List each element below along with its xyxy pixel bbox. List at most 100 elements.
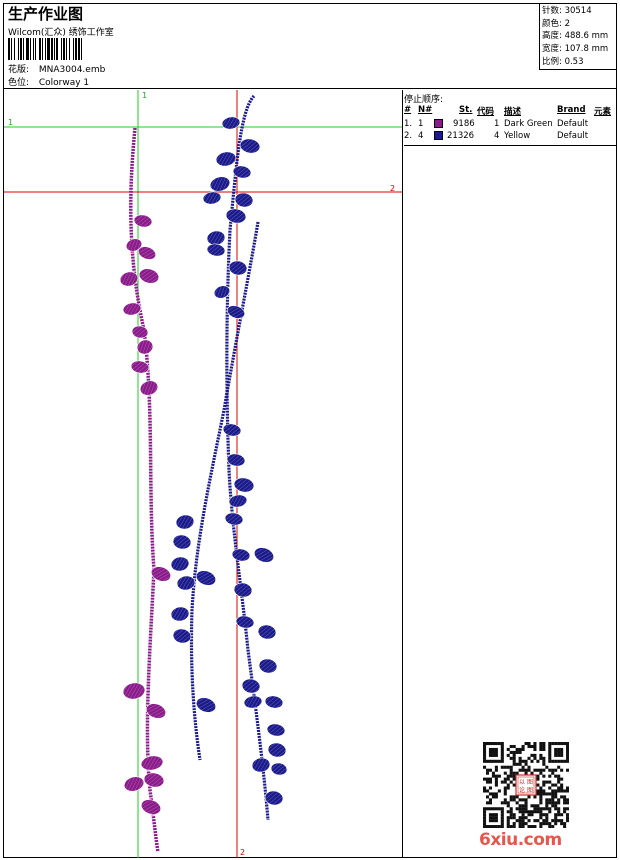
row-needle: 1 [418, 119, 424, 129]
embroidery-leaf [206, 243, 226, 257]
row-stitches: 9186 [453, 119, 475, 129]
colorway-row: 色位: Colorway 1 [8, 75, 89, 88]
embroidery-leaf [125, 238, 143, 252]
stitch-count: 针数: 30514 [542, 6, 592, 16]
svg-text:论: 论 [519, 786, 525, 794]
embroidery-leaf [226, 453, 246, 467]
sheet-header: 生产作业图 Wilcom(汇众) 绣饰工作室 花版: MNA3004.emb 色… [4, 4, 616, 89]
row-code: 1 [494, 119, 500, 129]
row-order: 2. [404, 131, 413, 141]
row-description: Yellow [504, 131, 531, 141]
embroidery-leaf [226, 305, 246, 319]
watermark-logo: 6xiu.com [479, 830, 562, 850]
embroidery-leaf [123, 776, 145, 792]
design-label: 花版: [8, 65, 30, 75]
col-header-stitches: St. [459, 105, 473, 115]
svg-text:图: 图 [527, 787, 533, 794]
embroidery-leaf [130, 360, 150, 374]
embroidery-leaf [122, 302, 142, 316]
company-name: Wilcom(汇众) 绣饰工作室 [8, 28, 114, 38]
embroidery-leaf [254, 547, 274, 563]
embroidery-leaf [137, 246, 157, 260]
col-header-brand: Brand [557, 105, 586, 115]
navy-leaf-group [170, 116, 288, 806]
guide-label-right-red: 2 [390, 184, 396, 193]
purple-leaf-group [119, 214, 171, 815]
embroidery-leaf [136, 339, 154, 355]
col-header-code: 代码 [477, 107, 495, 117]
color-swatch [434, 119, 443, 128]
embroidery-leaf [146, 703, 166, 719]
design-scale: 比例: 0.53 [542, 56, 584, 67]
embroidery-leaf [239, 138, 261, 154]
color-count: 颜色: 2 [542, 18, 570, 29]
embroidery-leaf [266, 723, 286, 737]
svg-text:以: 以 [519, 779, 525, 786]
stop-sequence-title: 停止顺序: [404, 95, 444, 105]
color-swatch [434, 131, 443, 140]
row-brand: Default [557, 119, 589, 129]
embroidery-leaf [172, 628, 192, 644]
design-file-row: 花版: MNA3004.emb [8, 62, 105, 75]
embroidery-leaf [133, 214, 153, 228]
embroidery-leaf [209, 176, 231, 192]
row-needle: 4 [418, 131, 424, 141]
embroidery-leaf [119, 271, 139, 287]
embroidery-leaf [222, 423, 242, 437]
embroidery-leaf [131, 325, 149, 339]
embroidery-leaf [172, 534, 192, 550]
row-code: 4 [494, 131, 500, 141]
row-description: Dark Green [504, 119, 553, 129]
production-sheet: 生产作业图 Wilcom(汇众) 绣饰工作室 花版: MNA3004.emb 色… [3, 3, 617, 858]
row-brand: Default [557, 131, 589, 141]
embroidery-leaf [196, 697, 216, 713]
embroidery-leaf [231, 548, 251, 562]
embroidery-leaf [225, 208, 247, 224]
purple-stem [129, 127, 160, 853]
embroidery-leaf [241, 678, 261, 694]
embroidery-leaf [176, 575, 196, 591]
qr-code: 以图论图 [483, 742, 569, 828]
embroidery-leaf [143, 772, 165, 788]
embroidery-preview: 1 1 2 2 [4, 90, 403, 858]
embroidery-leaf [202, 191, 222, 205]
embroidery-leaf [122, 682, 146, 700]
navy-stem-secondary [189, 221, 260, 761]
embroidery-leaf [139, 380, 159, 396]
embroidery-leaf [221, 116, 241, 130]
embroidery-leaf [243, 695, 263, 709]
row-order: 1. [404, 119, 413, 129]
table-row: 2. 4 21326 4 Yellow Default [404, 131, 616, 143]
embroidery-leaf [196, 570, 216, 586]
embroidery-leaf [235, 615, 255, 629]
embroidery-leaf [233, 582, 253, 598]
col-header-num: # [404, 105, 412, 115]
embroidery-leaf [138, 268, 160, 284]
design-height: 高度: 488.6 mm [542, 31, 609, 42]
embroidery-leaf [264, 695, 284, 709]
embroidery-leaf [258, 658, 278, 674]
svg-text:图: 图 [527, 779, 533, 786]
embroidery-leaf [257, 624, 277, 640]
embroidery-leaf [270, 762, 288, 776]
col-header-needle: N# [418, 105, 433, 115]
embroidery-leaf [228, 260, 248, 276]
embroidery-leaf [224, 512, 244, 526]
embroidery-leaf [267, 742, 287, 758]
embroidery-leaf [140, 755, 164, 771]
design-stats-box: 针数: 30514 颜色: 2 高度: 488.6 mm 宽度: 107.8 m… [539, 4, 616, 70]
embroidery-leaf [213, 285, 231, 299]
col-header-description: 描述 [504, 107, 522, 117]
design-width: 宽度: 107.8 mm [542, 44, 609, 55]
guide-label-top-green: 1 [142, 91, 148, 100]
embroidery-leaf [251, 757, 271, 773]
navy-stem-main [225, 94, 270, 821]
embroidery-leaf [234, 192, 254, 208]
design-file-value: MNA3004.emb [38, 65, 106, 75]
embroidery-leaf [141, 799, 161, 815]
colorway-label: 色位: [8, 78, 30, 88]
col-header-element: 元素 [594, 107, 612, 117]
table-row: 1. 1 9186 1 Dark Green Default [404, 119, 616, 131]
barcode [8, 38, 82, 60]
embroidery-leaf [228, 494, 248, 508]
